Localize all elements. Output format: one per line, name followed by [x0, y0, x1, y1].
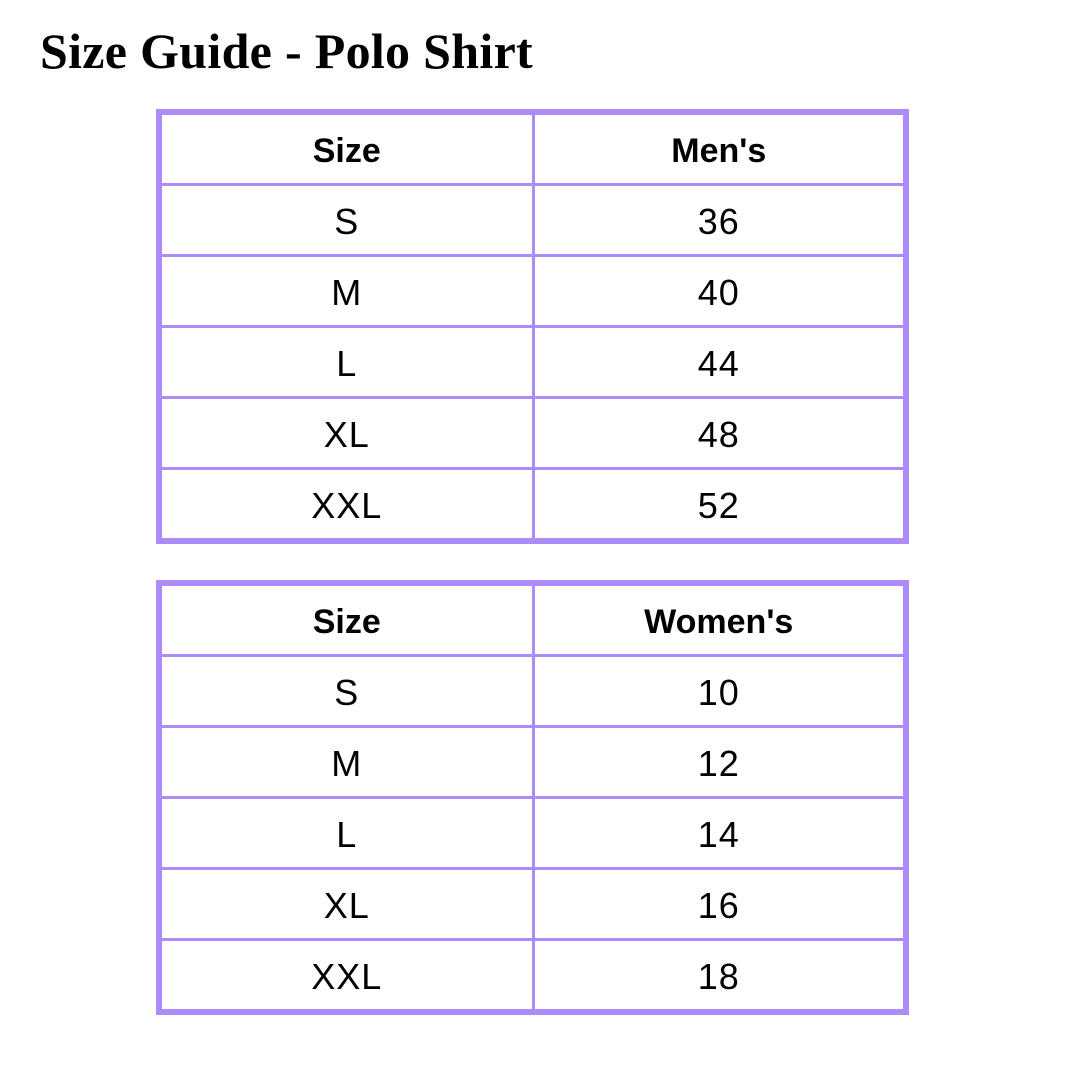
cell-size: XL	[157, 867, 535, 941]
cell-size: L	[157, 325, 535, 399]
cell-mens-value-text: 52	[697, 485, 740, 526]
cell-womens-value-text: 14	[697, 814, 740, 855]
cell-mens-value: 52	[531, 467, 908, 543]
cell-womens-value: 12	[531, 725, 908, 799]
column-header-size: Size	[157, 581, 535, 657]
table-row: M 12	[157, 725, 908, 799]
cell-size: S	[157, 654, 535, 728]
table-row: S 36	[157, 183, 908, 257]
cell-size-value: XL	[323, 414, 370, 455]
cell-mens-value: 40	[531, 254, 908, 328]
cell-mens-value-text: 44	[697, 343, 740, 384]
cell-mens-value-text: 48	[697, 414, 740, 455]
cell-size: XL	[157, 396, 535, 470]
mens-size-table: Size Men's S 36 M 40	[156, 109, 909, 544]
cell-womens-value: 10	[531, 654, 908, 728]
cell-womens-value: 16	[531, 867, 908, 941]
cell-size-value: M	[331, 272, 363, 313]
cell-size: XXL	[157, 467, 535, 543]
cell-womens-value-text: 12	[697, 743, 740, 784]
womens-size-table: Size Women's S 10 M 12	[156, 580, 909, 1015]
cell-mens-value: 48	[531, 396, 908, 470]
cell-size-value: L	[336, 814, 358, 855]
cell-size-value: S	[334, 201, 360, 242]
cell-womens-value-text: 18	[697, 956, 740, 997]
cell-size-value: XXL	[311, 485, 383, 526]
cell-size: M	[157, 254, 535, 328]
cell-womens-value-text: 10	[697, 672, 740, 713]
column-header-size-label: Size	[312, 132, 381, 170]
cell-size: XXL	[157, 938, 535, 1014]
cell-womens-value: 14	[531, 796, 908, 870]
cell-size: M	[157, 725, 535, 799]
cell-size-value: S	[334, 672, 360, 713]
column-header-size: Size	[157, 110, 535, 186]
table-row: XXL 52	[157, 467, 908, 543]
table-row: L 44	[157, 325, 908, 399]
column-header-mens: Men's	[531, 110, 908, 186]
column-header-mens-label: Men's	[671, 132, 767, 170]
cell-mens-value: 36	[531, 183, 908, 257]
table-row: M 40	[157, 254, 908, 328]
cell-size-value: XL	[323, 885, 370, 926]
cell-size-value: M	[331, 743, 363, 784]
table-row: S 10	[157, 654, 908, 728]
table-header-row: Size Women's	[157, 581, 908, 657]
cell-size-value: XXL	[311, 956, 383, 997]
table-row: L 14	[157, 796, 908, 870]
cell-mens-value-text: 40	[697, 272, 740, 313]
table-header-row: Size Men's	[157, 110, 908, 186]
column-header-womens-label: Women's	[644, 603, 794, 641]
table-row: XL 16	[157, 867, 908, 941]
cell-mens-value: 44	[531, 325, 908, 399]
column-header-size-label: Size	[312, 603, 381, 641]
page-title: Size Guide - Polo Shirt	[40, 23, 534, 79]
cell-size: L	[157, 796, 535, 870]
column-header-womens: Women's	[531, 581, 908, 657]
table-row: XL 48	[157, 396, 908, 470]
cell-mens-value-text: 36	[697, 201, 740, 242]
cell-size: S	[157, 183, 535, 257]
cell-womens-value: 18	[531, 938, 908, 1014]
table-row: XXL 18	[157, 938, 908, 1014]
cell-size-value: L	[336, 343, 358, 384]
cell-womens-value-text: 16	[697, 885, 740, 926]
